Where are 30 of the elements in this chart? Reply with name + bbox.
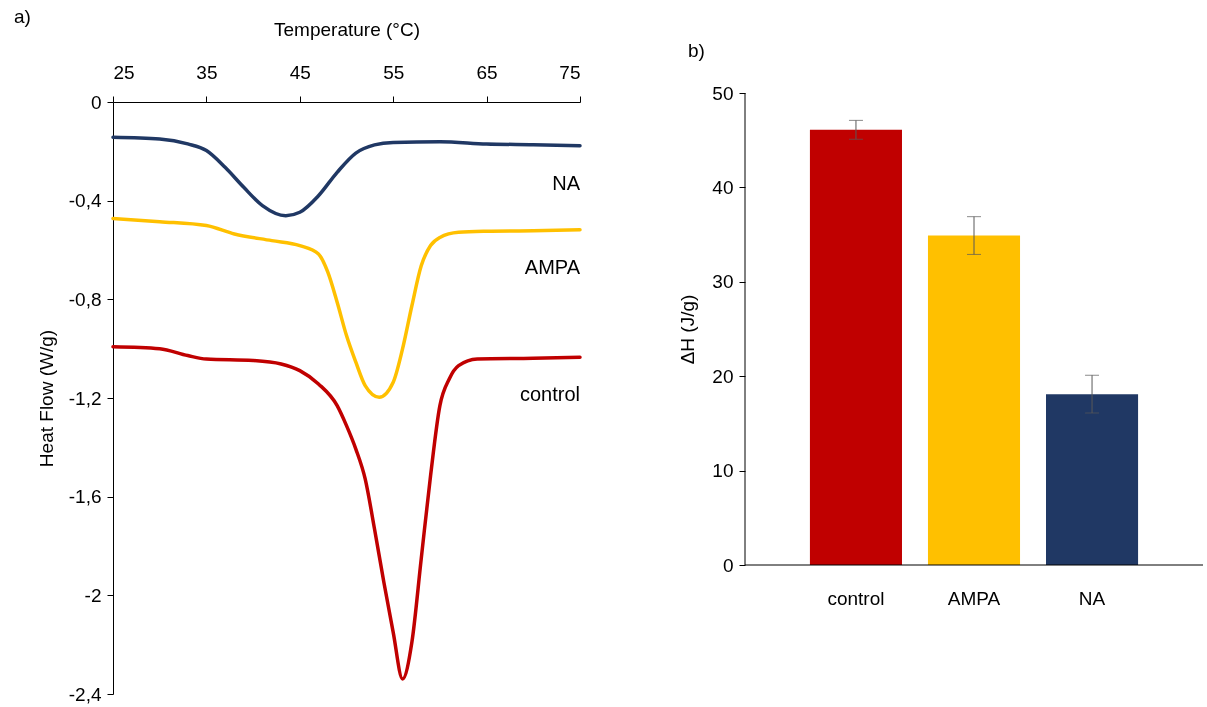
y-axis-title: Heat Flow (W/g)	[35, 329, 57, 468]
x-tick-label: AMPA	[947, 587, 1001, 609]
text: b)	[688, 40, 705, 62]
y-tick-label: -2,4	[68, 683, 102, 705]
series-label: AMPA	[524, 255, 581, 278]
y-tick-label: 10	[712, 460, 734, 482]
x-axis-title: Temperature (°C)	[274, 18, 420, 40]
y-tick-label: 0	[722, 554, 734, 576]
x-tick-label: 65	[476, 61, 498, 83]
y-tick-label: 0	[90, 91, 102, 113]
y-tick-label: -1,2	[68, 387, 102, 409]
y-tick-label: 30	[712, 271, 734, 293]
y-tick-label: 50	[712, 82, 734, 104]
y-tick-label: -1,6	[68, 486, 102, 508]
x-tick-label: 55	[383, 61, 405, 83]
x-tick-label: 25	[113, 61, 135, 83]
x-tick-label: control	[827, 587, 885, 609]
x-tick-label: 45	[289, 61, 311, 83]
y-tick-label: 40	[712, 176, 734, 198]
series-label: control	[519, 383, 580, 406]
series-label: NA	[552, 171, 581, 194]
y-tick-label: -0,4	[68, 190, 102, 212]
text: a)	[14, 6, 31, 28]
x-tick-label: NA	[1078, 587, 1106, 609]
x-tick-label: 35	[196, 61, 218, 83]
y-axis-title: ΔH (J/g)	[677, 294, 699, 365]
x-tick-label: 75	[559, 61, 581, 83]
y-tick-label: -2	[84, 584, 102, 606]
y-tick-label: 20	[712, 365, 734, 387]
y-tick-label: -0,8	[68, 288, 102, 310]
